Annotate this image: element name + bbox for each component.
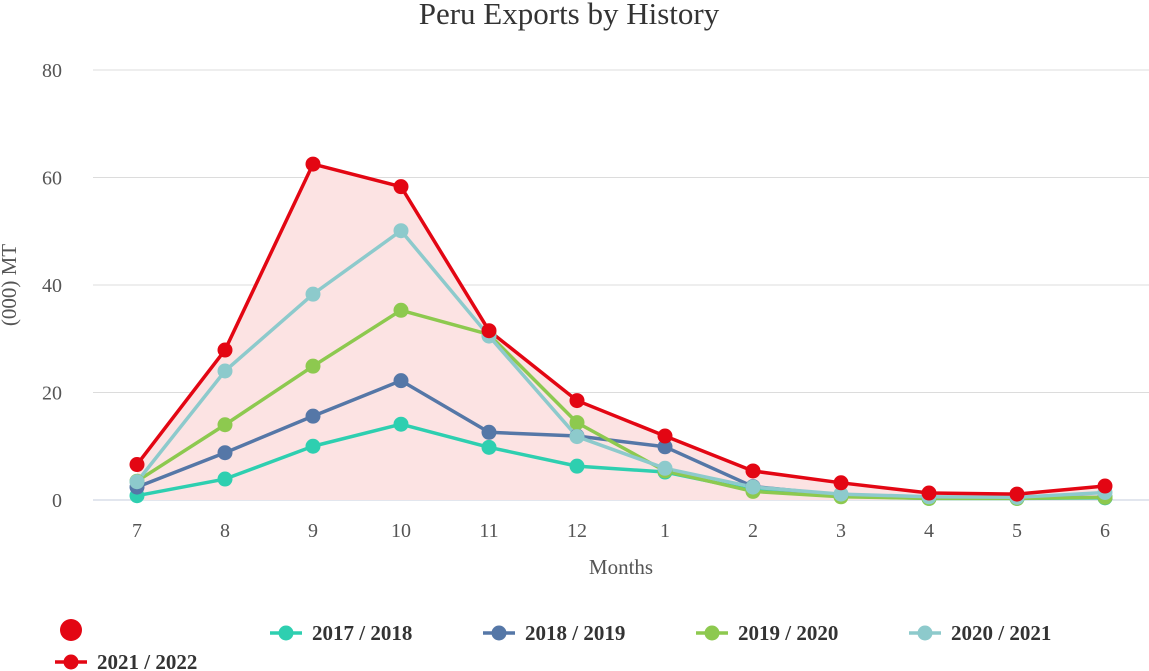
y-tick-label: 40 (42, 275, 62, 297)
data-point[interactable] (833, 486, 849, 502)
series-area-4 (137, 164, 1105, 500)
legend-swatch-dot (63, 654, 79, 670)
data-point[interactable] (217, 363, 233, 379)
legend-item[interactable]: 2018 / 2019 (483, 621, 625, 645)
data-point[interactable] (305, 156, 321, 172)
legend-item[interactable]: 2021 / 2022 (55, 650, 197, 671)
legend-item[interactable]: 2020 / 2021 (909, 621, 1051, 645)
data-point[interactable] (481, 424, 497, 440)
data-point[interactable] (393, 302, 409, 318)
data-point[interactable] (393, 373, 409, 389)
data-point[interactable] (833, 475, 849, 491)
y-tick-label: 0 (52, 490, 62, 512)
x-axis-title: Months (589, 555, 653, 579)
data-point[interactable] (569, 429, 585, 445)
legend-label: 2021 / 2022 (97, 650, 197, 671)
legend-label: 2017 / 2018 (312, 621, 412, 645)
x-tick-label: 8 (220, 520, 230, 542)
x-tick-label: 9 (308, 520, 318, 542)
y-tick-label: 20 (42, 383, 62, 405)
x-tick-label: 3 (836, 520, 846, 542)
legend-label: 2018 / 2019 (525, 621, 625, 645)
chart-title: Peru Exports by History (419, 0, 720, 31)
data-point[interactable] (217, 417, 233, 433)
data-point[interactable] (921, 485, 937, 501)
data-point[interactable] (305, 408, 321, 424)
data-point[interactable] (569, 458, 585, 474)
x-tick-label: 7 (132, 520, 142, 542)
legend-label: 2020 / 2021 (951, 621, 1051, 645)
x-tick-label: 1 (660, 520, 670, 542)
legend-label: 2019 / 2020 (738, 621, 838, 645)
x-tick-label: 6 (1100, 520, 1110, 542)
series-points (129, 156, 1113, 506)
x-tick-label: 12 (567, 520, 587, 542)
y-tick-label: 60 (42, 168, 62, 190)
data-point[interactable] (305, 286, 321, 302)
data-point[interactable] (745, 463, 761, 479)
series-line-3 (135, 228, 1107, 500)
data-point[interactable] (305, 438, 321, 454)
legend-swatch-dot (491, 625, 507, 641)
data-point[interactable] (569, 415, 585, 431)
data-point[interactable] (657, 439, 673, 455)
legend-swatch-dot (278, 625, 294, 641)
x-axis-ticks: 7 8 9 10 11 12 1 2 3 4 5 6 (132, 520, 1110, 542)
data-point[interactable] (305, 358, 321, 374)
data-point[interactable] (129, 457, 145, 473)
data-point[interactable] (217, 445, 233, 461)
series-line-4 (135, 162, 1107, 496)
data-point[interactable] (393, 179, 409, 195)
legend-swatch-dot (704, 625, 720, 641)
x-tick-label: 4 (924, 520, 934, 542)
data-point[interactable] (1009, 486, 1025, 502)
legend-item[interactable]: 2019 / 2020 (696, 621, 838, 645)
area-fills (137, 164, 1105, 500)
y-tick-label: 80 (42, 60, 62, 82)
x-tick-label: 10 (391, 520, 411, 542)
data-point[interactable] (657, 460, 673, 476)
y-axis-title: (000) MT (0, 244, 21, 326)
data-point[interactable] (569, 393, 585, 409)
legend-marker-large (60, 619, 82, 641)
x-tick-label: 5 (1012, 520, 1022, 542)
legend-swatch-dot (917, 625, 933, 641)
data-point[interactable] (217, 471, 233, 487)
legend-item[interactable]: 2017 / 2018 (270, 621, 412, 645)
data-point[interactable] (129, 474, 145, 490)
data-point[interactable] (393, 416, 409, 432)
data-point[interactable] (481, 323, 497, 339)
y-axis-ticks: 0 20 40 60 80 (42, 60, 62, 512)
series-lines (135, 162, 1107, 501)
data-point[interactable] (745, 479, 761, 495)
data-point[interactable] (657, 428, 673, 444)
data-point[interactable] (217, 342, 233, 358)
data-point[interactable] (393, 223, 409, 239)
legend: 2017 / 2018 2018 / 2019 2019 / 2020 2020 / … (55, 619, 1051, 671)
x-tick-label: 2 (748, 520, 758, 542)
data-point[interactable] (481, 439, 497, 455)
data-point[interactable] (1097, 478, 1113, 494)
x-tick-label: 11 (479, 520, 498, 542)
